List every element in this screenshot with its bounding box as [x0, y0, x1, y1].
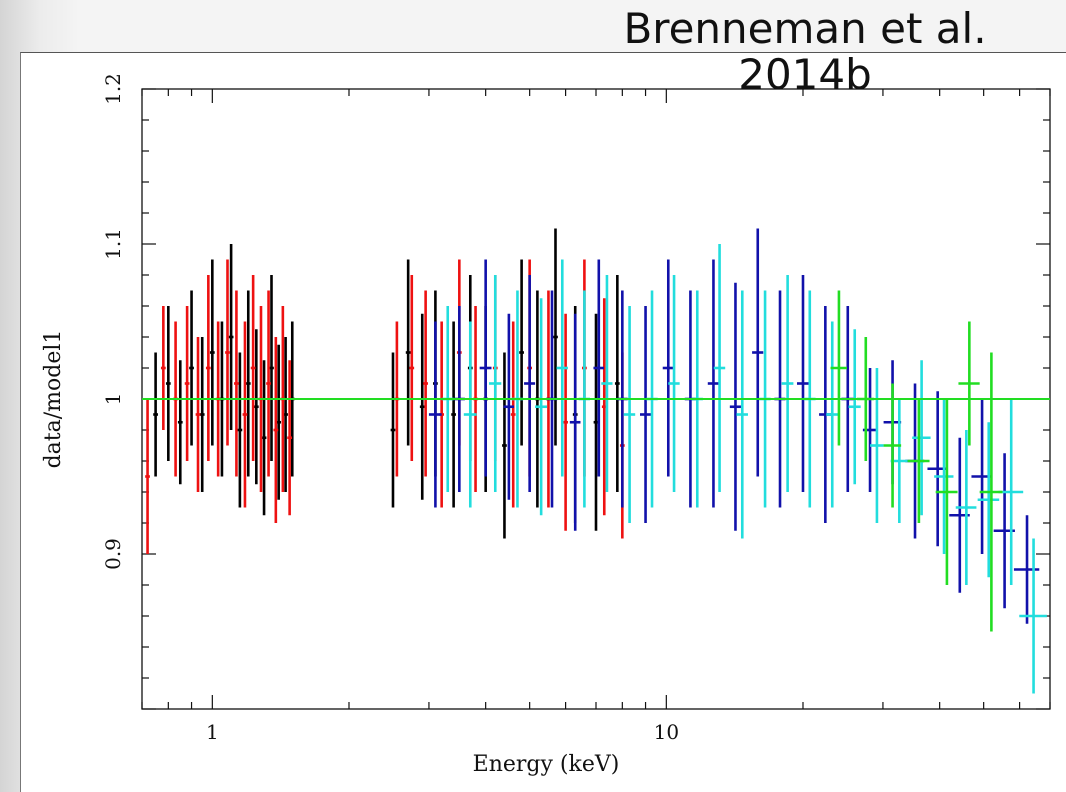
- data-model-ratio-chart: 0.9 1 1.1 1.2 1 10 Energy (keV) data/model1: [41, 73, 1051, 777]
- x-axis-title: Energy (keV): [473, 752, 620, 777]
- y-axis-title: data/model1: [41, 330, 66, 469]
- x-tick-label: 10: [654, 720, 679, 744]
- series-group: [441, 244, 1047, 694]
- y-tick-label: 1: [101, 393, 125, 406]
- plot-panel: 0.9 1 1.1 1.2 1 10 Energy (keV) data/model1: [20, 52, 1066, 792]
- y-tick-label: 1.1: [101, 228, 125, 260]
- y-tick-label: 0.9: [101, 538, 125, 570]
- series-group: [830, 290, 1003, 632]
- x-tick-label: 1: [206, 720, 219, 744]
- citation-text: Brenneman et al. 2014b: [623, 4, 987, 99]
- y-tick-label: 1.2: [101, 73, 125, 105]
- series-group: [145, 259, 625, 554]
